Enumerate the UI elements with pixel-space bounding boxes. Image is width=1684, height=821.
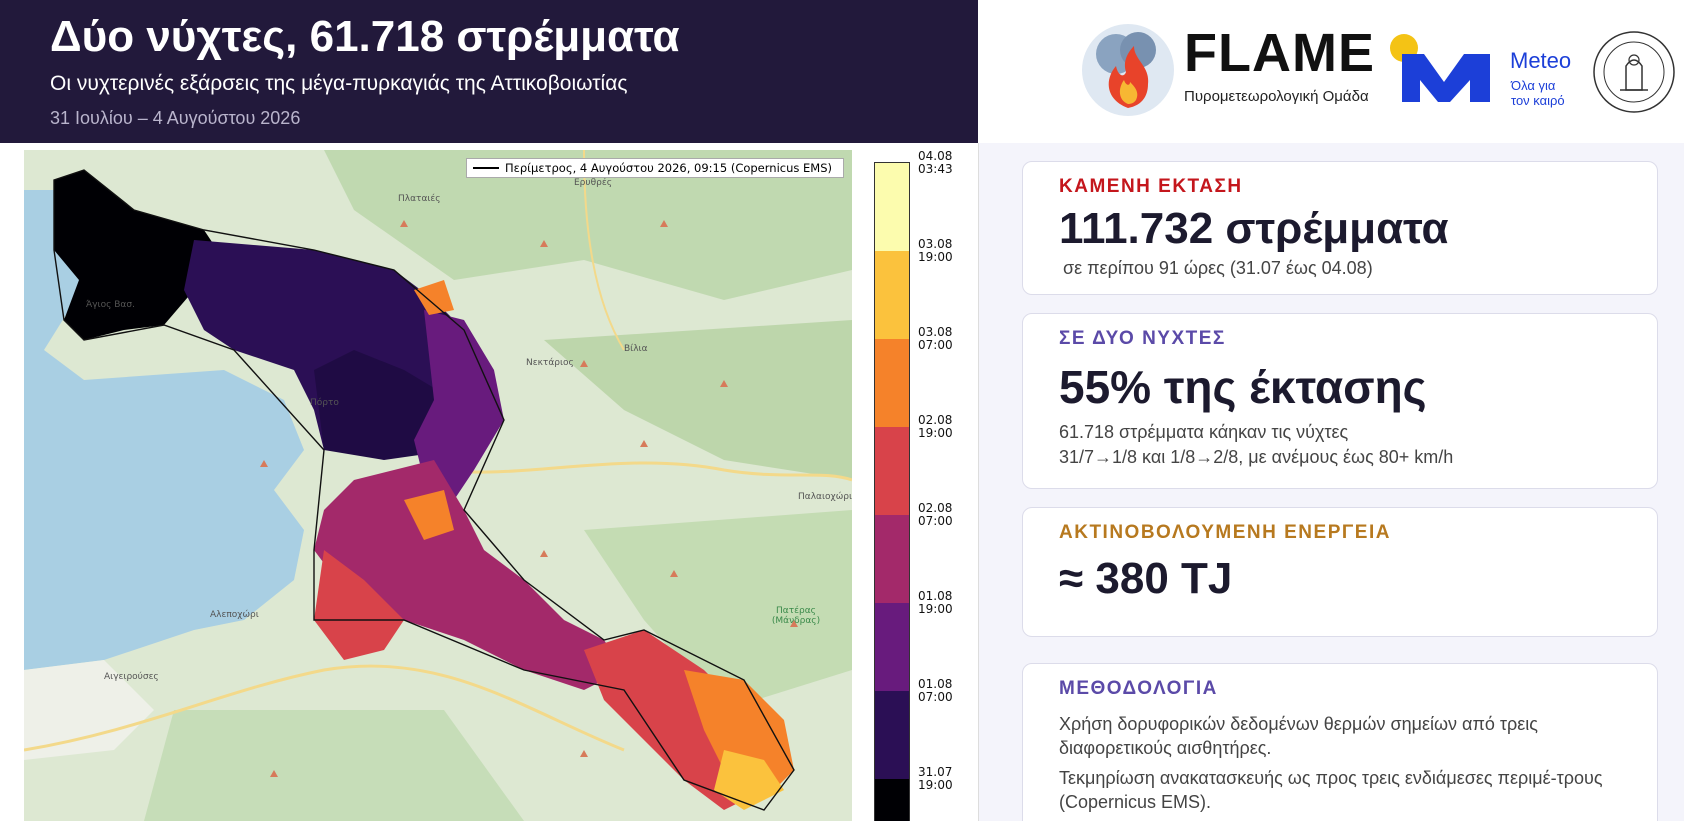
burned-value: 111.732 στρέμματα	[1059, 204, 1449, 253]
map-legend-text: Περίμετρος, 4 Αυγούστου 2026, 09:15 (Cop…	[505, 161, 832, 175]
colorbar-tick-label: 02.08 19:00	[918, 413, 953, 440]
card-methodology: ΜΕΘΟΔΟΛΟΓΙΑ Χρήση δορυφορικών δεδομένων …	[1022, 663, 1658, 821]
energy-label: ΑΚΤΙΝΟΒΟΛΟΥΜΕΝΗ ΕΝΕΡΓΕΙΑ	[1059, 522, 1391, 543]
card-two-nights: ΣΕ ΔΥΟ ΝΥΧΤΕΣ 55% της έκτασης 61.718 στρ…	[1022, 313, 1658, 489]
map-place: Πόρτο	[310, 398, 339, 408]
flame-tagline: Πυρομετεωρολογική Ομάδα	[1184, 88, 1369, 105]
perimeter-line-swatch	[473, 167, 499, 169]
date-range: 31 Ιουλίου – 4 Αυγούστου 2026	[50, 108, 301, 128]
map-place: Αλεποχώρι	[210, 610, 259, 620]
logos-bar: FLAME Πυρομετεωρολογική Ομάδα Meteo Όλα …	[978, 0, 1684, 143]
card-energy: ΑΚΤΙΝΟΒΟΛΟΥΜΕΝΗ ΕΝΕΡΓΕΙΑ ≈ 380 TJ	[1022, 507, 1658, 637]
time-colorbar	[874, 162, 910, 821]
colorbar-tick-label: 03.08 19:00	[918, 237, 953, 264]
colorbar-tick-label: 01.08 07:00	[918, 677, 953, 704]
page-subtitle: Οι νυχτερινές εξάρσεις της μέγα-πυρκαγιά…	[50, 72, 628, 95]
meteo-name: Meteo	[1510, 48, 1572, 73]
map-place: Νεκτάριος	[526, 358, 574, 368]
burn-zone-day2	[414, 310, 504, 500]
map-canvas	[24, 150, 852, 821]
map-place: Ερυθρές	[574, 178, 612, 188]
colorbar-segment	[875, 339, 909, 427]
burn-zone-night2	[314, 550, 404, 660]
colorbar-tick-label: 02.08 07:00	[918, 501, 953, 528]
burn-zone-day2b	[314, 460, 624, 690]
observatory-seal-icon	[1593, 31, 1675, 113]
colorbar-segment	[875, 427, 909, 515]
stats-panel: ΚΑΜΕΝΗ ΕΚΤΑΣΗ 111.732 στρέμματα σε περίπ…	[978, 143, 1684, 821]
colorbar-segment	[875, 691, 909, 779]
colorbar-segment	[875, 603, 909, 691]
colorbar-segment	[875, 515, 909, 603]
card-burned-area: ΚΑΜΕΝΗ ΕΚΤΑΣΗ 111.732 στρέμματα σε περίπ…	[1022, 161, 1658, 295]
meteo-logo-icon	[1390, 34, 1490, 102]
burned-note: σε περίπου 91 ώρες (31.07 έως 04.08)	[1063, 258, 1373, 278]
burn-zone-last	[714, 750, 784, 810]
meteo-tagline-1: Όλα για	[1511, 78, 1556, 93]
method-paragraph-1: Χρήση δορυφορικών δεδομένων θερμών σημεί…	[1059, 714, 1538, 758]
meteo-tagline-2: τον καιρό	[1511, 93, 1565, 108]
colorbar-tick-label: 31.07 19:00	[918, 765, 953, 792]
page-title: Δύο νύχτες, 61.718 στρέμματα	[50, 12, 680, 61]
nights-note-1: 61.718 στρέμματα κάηκαν τις νύχτες	[1059, 422, 1349, 442]
map-legend: Περίμετρος, 4 Αυγούστου 2026, 09:15 (Cop…	[466, 158, 844, 178]
burn-zone-night1	[54, 170, 224, 340]
colorbar-tick-label: 01.08 19:00	[918, 589, 953, 616]
header-banner: Δύο νύχτες, 61.718 στρέμματα Οι νυχτεριν…	[0, 0, 978, 143]
method-paragraph-2: Τεκμηρίωση ανακατασκευής ως προς τρεις ε…	[1059, 768, 1603, 812]
nights-note-2: 31/7→1/8 και 1/8→2/8, με ανέμους έως 80+…	[1059, 447, 1454, 467]
map-place: Άγιος Βασ.	[86, 300, 135, 310]
map-place: Αιγειρούσες	[104, 672, 159, 682]
map-place: Παλαιοχώρι	[798, 492, 852, 502]
map-place: Πλαταιές	[398, 194, 441, 204]
map-place: Βίλια	[624, 344, 648, 354]
fire-map: Πλαταιές Ερυθρές Άγιος Βασ. Νεκτάριος Βί…	[24, 150, 852, 821]
nights-label: ΣΕ ΔΥΟ ΝΥΧΤΕΣ	[1059, 328, 1226, 349]
nights-value: 55% της έκτασης	[1059, 361, 1427, 413]
flame-name: FLAME	[1184, 23, 1375, 83]
map-place: Πατέρας (Μάνδρας)	[771, 606, 821, 626]
colorbar-segment	[875, 779, 909, 821]
flame-logo-icon	[1082, 24, 1174, 116]
colorbar-tick-label: 03.08 07:00	[918, 325, 953, 352]
colorbar-tick-label: 04.08 03:43	[918, 149, 953, 176]
colorbar-segment	[875, 251, 909, 339]
colorbar-segment	[875, 163, 909, 251]
burned-label: ΚΑΜΕΝΗ ΕΚΤΑΣΗ	[1059, 176, 1243, 197]
method-label: ΜΕΘΟΔΟΛΟΓΙΑ	[1059, 678, 1218, 699]
energy-value: ≈ 380 TJ	[1059, 554, 1233, 603]
